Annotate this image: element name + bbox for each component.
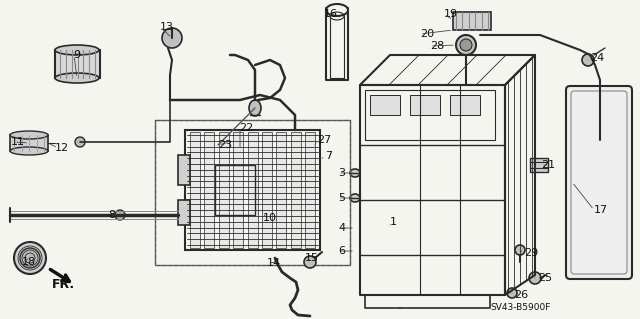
Text: 12: 12 [55, 143, 69, 153]
Text: 24: 24 [590, 53, 604, 63]
Text: 20: 20 [420, 29, 434, 39]
Circle shape [529, 272, 541, 284]
Text: 11: 11 [11, 137, 25, 147]
Text: 17: 17 [594, 205, 608, 215]
Bar [262, 132, 272, 248]
Bar [530, 158, 548, 172]
Text: 28: 28 [430, 41, 444, 51]
Text: 21: 21 [541, 160, 555, 170]
Ellipse shape [249, 100, 261, 116]
Bar [305, 132, 315, 248]
Bar [248, 132, 257, 248]
Text: 6: 6 [338, 246, 345, 256]
Text: 15: 15 [305, 253, 319, 263]
Circle shape [304, 256, 316, 268]
Circle shape [507, 288, 517, 298]
Text: 16: 16 [324, 9, 338, 19]
Bar [155, 120, 350, 265]
Text: 18: 18 [22, 257, 36, 267]
Bar [453, 12, 491, 30]
Circle shape [115, 210, 125, 220]
Text: 13: 13 [160, 22, 174, 32]
Ellipse shape [55, 73, 99, 83]
Bar [204, 132, 214, 248]
Bar [291, 132, 301, 248]
Circle shape [456, 35, 476, 55]
Bar [190, 132, 200, 248]
Circle shape [75, 137, 85, 147]
Text: 5: 5 [338, 193, 345, 203]
Ellipse shape [10, 147, 48, 155]
Text: 14: 14 [267, 258, 281, 268]
Bar [185, 130, 320, 250]
Ellipse shape [10, 131, 48, 139]
Text: 22: 22 [239, 123, 253, 133]
Circle shape [20, 248, 40, 268]
Ellipse shape [350, 169, 360, 177]
Circle shape [14, 242, 46, 274]
Text: SV43-B5900F: SV43-B5900F [490, 303, 550, 313]
Ellipse shape [162, 28, 182, 48]
Text: 4: 4 [338, 223, 345, 233]
Text: 19: 19 [444, 9, 458, 19]
Text: 1: 1 [390, 217, 397, 227]
Bar [233, 132, 243, 248]
Bar [410, 95, 440, 115]
Bar [178, 155, 190, 185]
Text: 7: 7 [325, 151, 332, 161]
Text: 23: 23 [218, 140, 232, 150]
Bar [219, 132, 228, 248]
FancyBboxPatch shape [566, 86, 632, 279]
Circle shape [582, 54, 594, 66]
Text: 9: 9 [73, 50, 80, 60]
Text: 8: 8 [108, 210, 115, 220]
Bar [178, 200, 190, 225]
Bar [370, 95, 400, 115]
Text: 27: 27 [317, 135, 332, 145]
Text: 25: 25 [538, 273, 552, 283]
Text: FR.: FR. [52, 278, 75, 292]
Text: 3: 3 [338, 168, 345, 178]
Bar [365, 90, 495, 140]
Bar [10, 135, 48, 151]
Bar [450, 95, 480, 115]
Bar [55, 50, 100, 78]
Text: 26: 26 [514, 290, 528, 300]
Text: 29: 29 [524, 248, 538, 258]
Circle shape [515, 245, 525, 255]
Ellipse shape [55, 45, 99, 55]
Ellipse shape [350, 194, 360, 202]
Bar [276, 132, 286, 248]
Circle shape [460, 39, 472, 51]
Bar [215, 165, 255, 215]
Text: 10: 10 [263, 213, 277, 223]
Bar [155, 120, 350, 265]
